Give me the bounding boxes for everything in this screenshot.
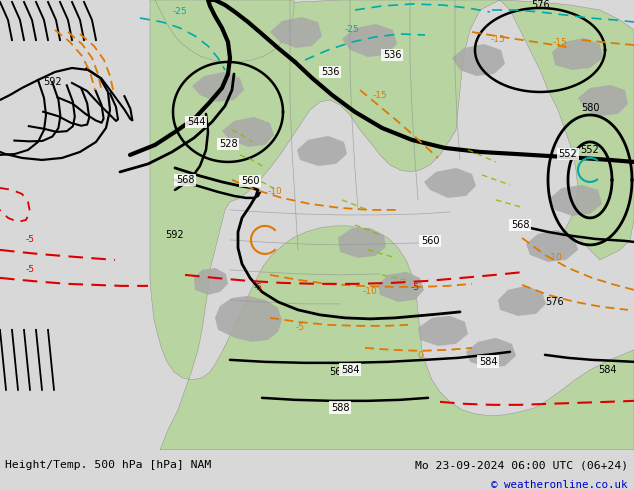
Text: 528: 528 xyxy=(219,139,237,149)
Polygon shape xyxy=(550,185,602,216)
Text: 568: 568 xyxy=(176,175,194,185)
Text: 584: 584 xyxy=(598,365,616,375)
Text: 536: 536 xyxy=(321,67,339,77)
Text: 552: 552 xyxy=(559,149,578,159)
Polygon shape xyxy=(215,296,282,342)
Text: 576: 576 xyxy=(546,297,564,307)
Text: 580: 580 xyxy=(581,103,599,113)
Text: -15: -15 xyxy=(373,91,387,100)
Text: 560: 560 xyxy=(329,367,347,377)
Polygon shape xyxy=(578,85,628,116)
Polygon shape xyxy=(452,44,505,76)
Text: 552: 552 xyxy=(581,145,599,155)
Text: -30: -30 xyxy=(413,0,427,2)
Text: Height/Temp. 500 hPa [hPa] NAM: Height/Temp. 500 hPa [hPa] NAM xyxy=(5,460,211,470)
Polygon shape xyxy=(192,72,244,102)
Text: 576: 576 xyxy=(531,0,549,10)
Text: -10: -10 xyxy=(268,187,282,196)
Text: -25: -25 xyxy=(345,25,359,34)
Text: © weatheronline.co.uk: © weatheronline.co.uk xyxy=(491,480,628,490)
Text: 560: 560 xyxy=(421,236,439,246)
Polygon shape xyxy=(270,17,322,48)
Text: 568: 568 xyxy=(511,220,529,230)
Text: 592: 592 xyxy=(43,77,61,87)
Text: Mo 23-09-2024 06:00 UTC (06+24): Mo 23-09-2024 06:00 UTC (06+24) xyxy=(415,460,628,470)
Text: 536: 536 xyxy=(383,50,401,60)
Polygon shape xyxy=(342,24,397,57)
Text: 544: 544 xyxy=(187,117,205,127)
Text: -5: -5 xyxy=(295,323,304,332)
Text: -5: -5 xyxy=(25,265,34,274)
Polygon shape xyxy=(222,117,274,147)
Text: -5: -5 xyxy=(25,235,34,244)
Polygon shape xyxy=(498,286,546,316)
Polygon shape xyxy=(378,272,424,302)
Text: -10: -10 xyxy=(548,253,562,262)
Text: 584: 584 xyxy=(340,365,359,375)
Text: 588: 588 xyxy=(331,403,349,413)
Polygon shape xyxy=(552,38,603,70)
Polygon shape xyxy=(150,0,634,450)
Text: 592: 592 xyxy=(165,230,184,240)
Polygon shape xyxy=(418,316,468,346)
Polygon shape xyxy=(526,230,578,262)
Text: -10: -10 xyxy=(363,287,377,296)
Text: 584: 584 xyxy=(479,357,497,367)
Text: -5: -5 xyxy=(254,283,262,292)
Polygon shape xyxy=(297,136,347,166)
Polygon shape xyxy=(194,268,228,295)
Text: -15: -15 xyxy=(491,35,505,44)
Text: -5: -5 xyxy=(410,283,420,292)
Polygon shape xyxy=(338,228,386,258)
Text: 560: 560 xyxy=(241,176,259,186)
Text: -25: -25 xyxy=(172,7,187,16)
Text: -15: -15 xyxy=(553,38,567,47)
Polygon shape xyxy=(155,0,294,62)
Text: 0: 0 xyxy=(417,351,423,360)
Polygon shape xyxy=(466,338,516,368)
Polygon shape xyxy=(424,168,476,198)
